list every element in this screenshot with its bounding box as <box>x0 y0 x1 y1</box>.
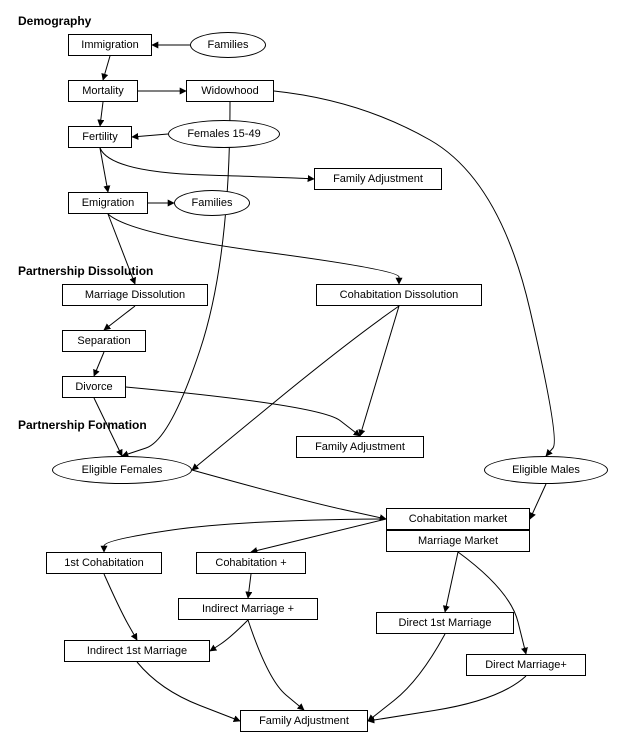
node-familyadj1: Family Adjustment <box>314 168 442 190</box>
node-label: Cohabitation Dissolution <box>340 289 459 301</box>
node-label: Marriage Market <box>418 535 498 547</box>
edge-firstcohab-to-indirect1st <box>104 574 137 640</box>
edge-widowhood-to-eligfemales <box>122 102 230 456</box>
edge-separation-to-divorce <box>94 352 104 376</box>
node-label: Widowhood <box>201 85 258 97</box>
node-directplus: Direct Marriage+ <box>466 654 586 676</box>
node-label: Females 15-49 <box>187 128 260 140</box>
node-label: Immigration <box>81 39 138 51</box>
node-label: Direct 1st Marriage <box>399 617 492 629</box>
section-heading: Partnership Dissolution <box>18 264 153 278</box>
node-marriagediss: Marriage Dissolution <box>62 284 208 306</box>
node-cohabplus: Cohabitation + <box>196 552 306 574</box>
node-label: Family Adjustment <box>259 715 349 727</box>
edge-mortality-to-fertility <box>100 102 103 126</box>
edge-marriagediss-to-separation <box>104 306 135 330</box>
edge-marriagemarket-to-direct1st <box>445 552 458 612</box>
edge-cohabmarket-to-cohabplus <box>251 519 386 552</box>
node-label: Cohabitation market <box>409 513 507 525</box>
node-label: Indirect Marriage + <box>202 603 294 615</box>
section-heading: Partnership Formation <box>18 418 147 432</box>
node-eligfemales: Eligible Females <box>52 456 192 484</box>
node-separation: Separation <box>62 330 146 352</box>
node-label: Fertility <box>82 131 117 143</box>
diagram-canvas: Demography Partnership Dissolution Partner… <box>0 0 626 752</box>
node-widowhood: Widowhood <box>186 80 274 102</box>
edge-indirect1st-to-familyadj3 <box>137 662 240 721</box>
node-label: Mortality <box>82 85 124 97</box>
edge-cohabplus-to-indirectmplus <box>248 574 251 598</box>
edge-indirectmplus-to-familyadj3 <box>248 620 304 710</box>
edge-directplus-to-familyadj3 <box>368 676 526 721</box>
edge-divorce-to-familyadj2 <box>126 387 360 436</box>
edge-cohabmarket-to-firstcohab <box>104 519 386 552</box>
node-cohabmarket: Cohabitation market <box>386 508 530 530</box>
edge-eligfemales-to-cohabmarket <box>192 470 386 519</box>
node-label: Family Adjustment <box>315 441 405 453</box>
node-label: Indirect 1st Marriage <box>87 645 187 657</box>
edge-fertility-to-familyadj1 <box>100 148 314 179</box>
edge-widowhood-to-eligmales <box>274 91 554 456</box>
edge-cohabdiss-to-familyadj2 <box>360 306 399 436</box>
node-families2: Families <box>174 190 250 216</box>
node-label: Separation <box>77 335 130 347</box>
node-immigration: Immigration <box>68 34 152 56</box>
node-females1549: Females 15-49 <box>168 120 280 148</box>
node-eligmales: Eligible Males <box>484 456 608 484</box>
edge-marriagemarket-to-directplus <box>458 552 526 654</box>
node-familyadj3: Family Adjustment <box>240 710 368 732</box>
node-indirectmplus: Indirect Marriage + <box>178 598 318 620</box>
node-label: Marriage Dissolution <box>85 289 185 301</box>
section-heading: Demography <box>18 14 91 28</box>
edge-indirectmplus-to-indirect1st <box>210 620 248 651</box>
node-label: Families <box>192 197 233 209</box>
node-families1: Families <box>190 32 266 58</box>
node-familyadj2: Family Adjustment <box>296 436 424 458</box>
node-label: Emigration <box>82 197 135 209</box>
edge-immigration-to-mortality <box>103 56 110 80</box>
node-label: Family Adjustment <box>333 173 423 185</box>
node-label: Direct Marriage+ <box>485 659 567 671</box>
node-label: Divorce <box>75 381 112 393</box>
node-indirect1st: Indirect 1st Marriage <box>64 640 210 662</box>
node-fertility: Fertility <box>68 126 132 148</box>
node-marriagemarket: Marriage Market <box>386 530 530 552</box>
node-emigration: Emigration <box>68 192 148 214</box>
node-label: Eligible Males <box>512 464 580 476</box>
node-label: 1st Cohabitation <box>64 557 144 569</box>
edge-eligmales-to-cohabmarket <box>530 484 546 519</box>
node-label: Cohabitation + <box>215 557 286 569</box>
node-mortality: Mortality <box>68 80 138 102</box>
node-divorce: Divorce <box>62 376 126 398</box>
node-direct1st: Direct 1st Marriage <box>376 612 514 634</box>
node-cohabdiss: Cohabitation Dissolution <box>316 284 482 306</box>
node-label: Eligible Females <box>82 464 163 476</box>
edge-fertility-to-emigration <box>100 148 108 192</box>
node-firstcohab: 1st Cohabitation <box>46 552 162 574</box>
edge-direct1st-to-familyadj3 <box>368 634 445 721</box>
node-label: Families <box>208 39 249 51</box>
edge-females1549-to-fertility <box>132 134 168 137</box>
